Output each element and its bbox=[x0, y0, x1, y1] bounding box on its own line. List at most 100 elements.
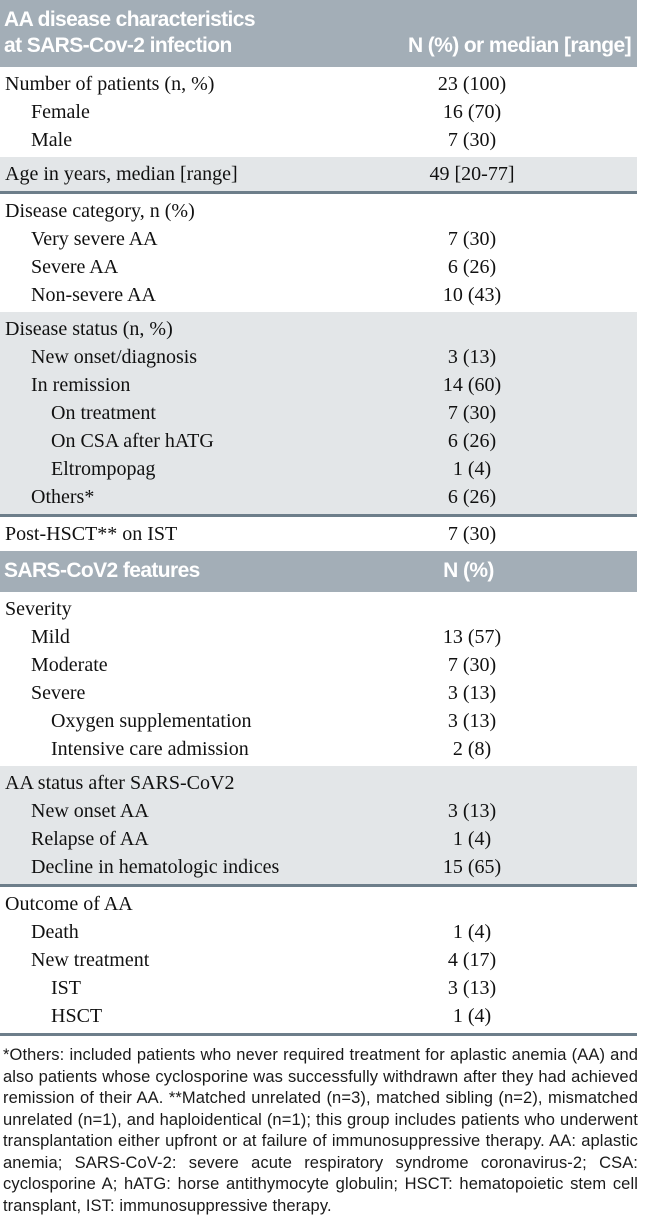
row-value: 7 (30) bbox=[447, 227, 497, 250]
row-label: Age in years, median [range] bbox=[5, 162, 238, 185]
row-value: 14 (60) bbox=[442, 373, 502, 396]
row-value: 2 (8) bbox=[452, 737, 492, 760]
table-row: HSCT 1 (4) bbox=[0, 1002, 637, 1030]
table-row: Severe AA 6 (26) bbox=[0, 253, 637, 281]
row-label: HSCT bbox=[51, 1004, 103, 1027]
table-row: Outcome of AA bbox=[0, 890, 637, 918]
table-row: Moderate 7 (30) bbox=[0, 651, 637, 679]
table-row: Disease status (n, %) bbox=[0, 315, 637, 343]
table-row: Others* 6 (26) bbox=[0, 483, 637, 511]
row-value: 7 (30) bbox=[447, 128, 497, 151]
row-label: In remission bbox=[31, 373, 131, 396]
table-section: Number of patients (n, %) 23 (100) Femal… bbox=[0, 67, 637, 157]
table-row: Female 16 (70) bbox=[0, 98, 637, 126]
row-value: 7 (30) bbox=[447, 653, 497, 676]
table-row: Relapse of AA 1 (4) bbox=[0, 825, 637, 853]
row-value: 23 (100) bbox=[437, 72, 507, 95]
row-value: 3 (13) bbox=[447, 799, 497, 822]
table-section: Outcome of AA Death 1 (4) New treatment … bbox=[0, 887, 637, 1033]
row-label: Mild bbox=[31, 625, 70, 648]
table-row: Decline in hematologic indices 15 (65) bbox=[0, 853, 637, 881]
row-label: Female bbox=[31, 100, 90, 123]
row-label: Very severe AA bbox=[31, 227, 158, 250]
table-row: Death 1 (4) bbox=[0, 918, 637, 946]
table-section-header: SARS-CoV2 features N (%) bbox=[0, 551, 637, 592]
section-divider-rule bbox=[0, 1033, 637, 1036]
row-label: Eltrompopag bbox=[51, 457, 156, 480]
row-label: IST bbox=[51, 976, 81, 999]
table-row: AA status after SARS-CoV2 bbox=[0, 769, 637, 797]
table-footnote: *Others: included patients who never req… bbox=[3, 1046, 638, 1215]
section-header-title: SARS-CoV2 features bbox=[4, 559, 200, 582]
table-row: Non-severe AA 10 (43) bbox=[0, 281, 637, 309]
table-row: New onset AA 3 (13) bbox=[0, 797, 637, 825]
row-label: Disease category, n (%) bbox=[5, 199, 195, 222]
row-value: 6 (26) bbox=[447, 429, 497, 452]
row-value: 1 (4) bbox=[452, 457, 492, 480]
row-label: On CSA after hATG bbox=[51, 429, 214, 452]
row-label: Male bbox=[31, 128, 73, 151]
table-section: Disease category, n (%) Very severe AA 7… bbox=[0, 194, 637, 312]
table-row: Disease category, n (%) bbox=[0, 197, 637, 225]
section-divider-rule bbox=[0, 514, 637, 517]
table-section: Disease status (n, %) New onset/diagnosi… bbox=[0, 312, 637, 514]
table-section: Severity Mild 13 (57) Moderate 7 (30) Se… bbox=[0, 592, 637, 766]
row-label: Moderate bbox=[31, 653, 108, 676]
row-label: Decline in hematologic indices bbox=[31, 855, 280, 878]
table-row: IST 3 (13) bbox=[0, 974, 637, 1002]
row-value: 13 (57) bbox=[442, 625, 502, 648]
row-value: 6 (26) bbox=[447, 485, 497, 508]
row-label: Post-HSCT** on IST bbox=[5, 522, 178, 545]
row-value: 4 (17) bbox=[447, 948, 497, 971]
row-label: New onset AA bbox=[31, 799, 149, 822]
row-label: Severity bbox=[5, 597, 72, 620]
row-label: On treatment bbox=[51, 401, 156, 424]
section-divider-rule bbox=[0, 191, 637, 194]
table-row: New treatment 4 (17) bbox=[0, 946, 637, 974]
row-label: AA status after SARS-CoV2 bbox=[5, 771, 235, 794]
row-label: Severe bbox=[31, 681, 86, 704]
section-divider-rule bbox=[0, 884, 637, 887]
row-label: Non-severe AA bbox=[31, 283, 156, 306]
table-row: Age in years, median [range] 49 [20-77] bbox=[0, 160, 637, 188]
section-header-value-label: N (%) or median [range] bbox=[407, 34, 632, 57]
table-row: Severity bbox=[0, 595, 637, 623]
row-label: Number of patients (n, %) bbox=[5, 72, 215, 95]
table-row: Number of patients (n, %) 23 (100) bbox=[0, 70, 637, 98]
table-row: On CSA after hATG 6 (26) bbox=[0, 427, 637, 455]
row-label: Outcome of AA bbox=[5, 892, 133, 915]
table-section: Post-HSCT** on IST 7 (30) bbox=[0, 517, 637, 551]
row-label: Others* bbox=[31, 485, 95, 508]
row-label: Severe AA bbox=[31, 255, 119, 278]
row-value: 6 (26) bbox=[447, 255, 497, 278]
table-section-header: AA disease characteristics at SARS-Cov-2… bbox=[0, 0, 637, 67]
row-value: 3 (13) bbox=[447, 681, 497, 704]
table-row: In remission 14 (60) bbox=[0, 371, 637, 399]
row-value: 1 (4) bbox=[452, 1004, 492, 1027]
table-row: Intensive care admission 2 (8) bbox=[0, 735, 637, 763]
table-row: Very severe AA 7 (30) bbox=[0, 225, 637, 253]
row-value: 3 (13) bbox=[447, 345, 497, 368]
table-section: Age in years, median [range] 49 [20-77] bbox=[0, 157, 637, 191]
row-value: 7 (30) bbox=[447, 401, 497, 424]
row-value: 3 (13) bbox=[447, 976, 497, 999]
row-label: Oxygen supplementation bbox=[51, 709, 252, 732]
patient-characteristics-table: AA disease characteristics at SARS-Cov-2… bbox=[0, 0, 637, 1036]
row-label: New onset/diagnosis bbox=[31, 345, 198, 368]
row-label: Intensive care admission bbox=[51, 737, 249, 760]
row-value: 10 (43) bbox=[442, 283, 502, 306]
table-row: Severe 3 (13) bbox=[0, 679, 637, 707]
row-value: 1 (4) bbox=[452, 920, 492, 943]
table-section: AA status after SARS-CoV2 New onset AA 3… bbox=[0, 766, 637, 884]
row-value: 3 (13) bbox=[447, 709, 497, 732]
table-row: Post-HSCT** on IST 7 (30) bbox=[0, 520, 637, 548]
table-row: Oxygen supplementation 3 (13) bbox=[0, 707, 637, 735]
row-value: 49 [20-77] bbox=[429, 162, 515, 185]
table-row: Eltrompopag 1 (4) bbox=[0, 455, 637, 483]
row-value: 16 (70) bbox=[442, 100, 502, 123]
table-row: On treatment 7 (30) bbox=[0, 399, 637, 427]
row-label: Death bbox=[31, 920, 79, 943]
table-row: Male 7 (30) bbox=[0, 126, 637, 154]
table-row: New onset/diagnosis 3 (13) bbox=[0, 343, 637, 371]
